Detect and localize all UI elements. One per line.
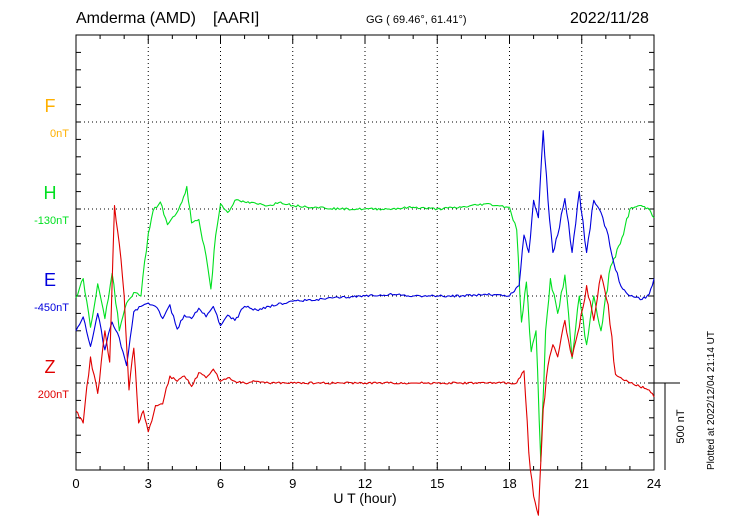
series-labels: F 0nT H -130nT E -450nT Z 200nT bbox=[34, 96, 69, 401]
series-name-z: Z bbox=[45, 357, 56, 377]
x-tick-label: 18 bbox=[502, 476, 516, 491]
series-line-e bbox=[75, 130, 655, 367]
series-baseline-f: 0nT bbox=[50, 128, 69, 140]
station-name: Amderma (AMD) bbox=[76, 10, 197, 27]
series-baseline-z: 200nT bbox=[38, 389, 69, 401]
x-tick-label: 15 bbox=[430, 476, 444, 491]
x-tick-label: 0 bbox=[72, 476, 79, 491]
series-line-h bbox=[75, 185, 655, 462]
series-baseline-e: -450nT bbox=[34, 302, 69, 314]
series-name-f: F bbox=[45, 96, 56, 116]
plot-date: 2022/11/28 bbox=[570, 10, 649, 27]
series-line-z bbox=[75, 204, 655, 516]
observatory-org: [AARI] bbox=[213, 10, 260, 27]
x-tick-label: 24 bbox=[647, 476, 661, 491]
x-tick-label: 9 bbox=[289, 476, 296, 491]
plot-frame bbox=[75, 34, 655, 471]
x-tick-label: 3 bbox=[145, 476, 152, 491]
x-tick-label: 12 bbox=[358, 476, 372, 491]
plotted-timestamp: Plotted at 2022/12/04 21:14 UT bbox=[706, 331, 717, 470]
series-name-e: E bbox=[44, 270, 56, 290]
gridlines bbox=[76, 35, 654, 470]
x-tick-label: 6 bbox=[217, 476, 224, 491]
x-axis-label: U T (hour) bbox=[333, 490, 396, 506]
scale-bar: 500 nT bbox=[654, 382, 687, 470]
series-lines bbox=[75, 130, 655, 516]
axis-ticks: 0 3 6 9 12 15 18 21 24 bbox=[72, 35, 661, 491]
scale-bar-label: 500 nT bbox=[675, 409, 687, 444]
series-name-h: H bbox=[44, 183, 57, 203]
x-tick-label: 21 bbox=[575, 476, 589, 491]
series-baseline-h: -130nT bbox=[34, 215, 69, 227]
geographic-coordinates: GG ( 69.46°, 61.41°) bbox=[366, 14, 467, 26]
